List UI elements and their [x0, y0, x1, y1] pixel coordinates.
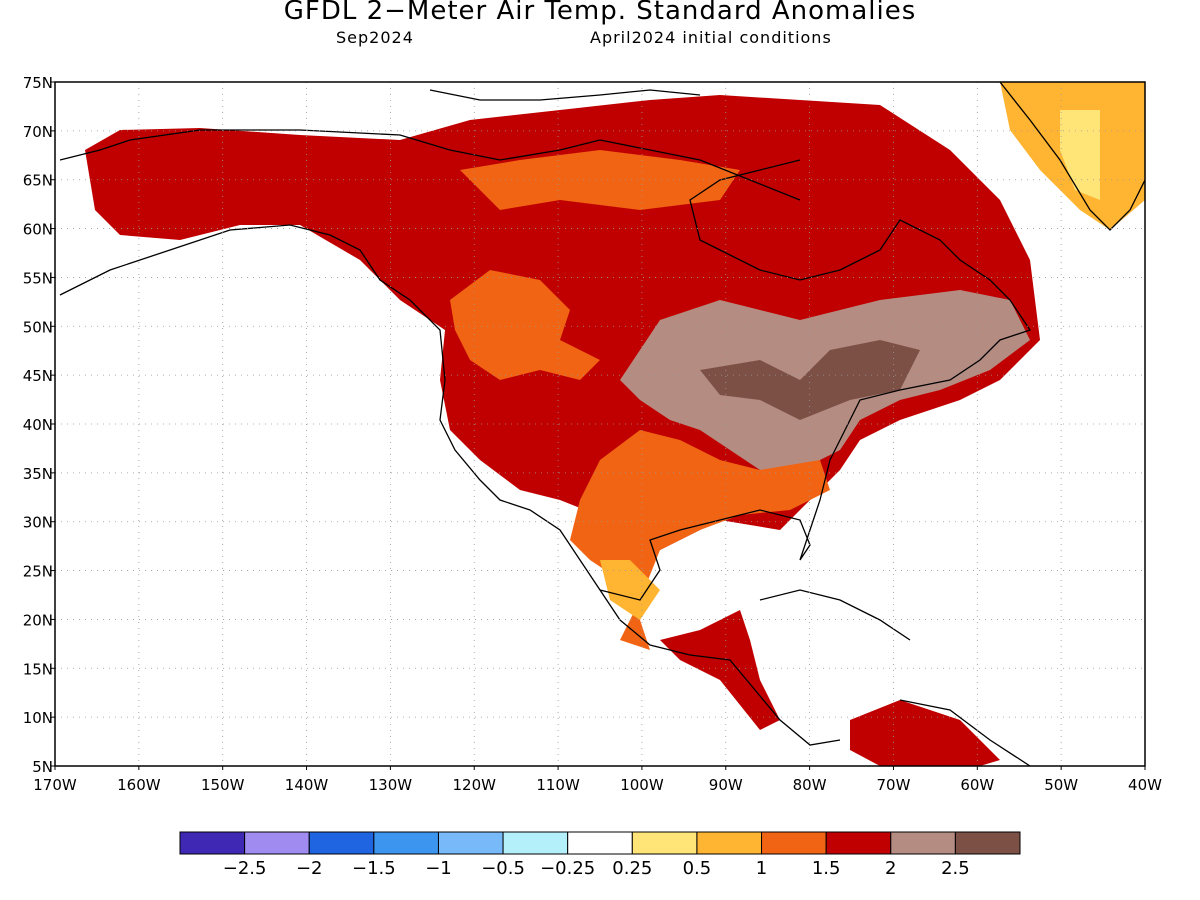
- lon-label: 60W: [960, 776, 994, 794]
- colorbar-swatch: [179, 831, 246, 855]
- colorbar-swatch: [890, 831, 956, 855]
- lat-label: 75N: [23, 74, 53, 92]
- lat-label: 20N: [23, 611, 53, 629]
- lon-label: 70W: [877, 776, 911, 794]
- colorbar-label: 2.5: [941, 858, 970, 879]
- lat-label: 60N: [23, 221, 53, 239]
- anomaly-region-yellow-mexico: [600, 560, 660, 620]
- anomaly-region-orange-west: [450, 270, 600, 380]
- lat-label: 10N: [23, 709, 53, 727]
- colorbar-swatch: [373, 831, 439, 855]
- anomaly-region-southamerica: [850, 700, 1000, 766]
- longitude-labels: 170W 160W 150W 140W 130W 120W 110W 100W 90W 80W 70…: [33, 776, 1162, 794]
- colorbar-swatch: [502, 831, 569, 855]
- forecast-month: Sep2024: [336, 28, 414, 47]
- colorbar: [179, 831, 1021, 855]
- lon-label: 120W: [452, 776, 496, 794]
- map-title: GFDL 2−Meter Air Temp. Standard Anomalie…: [283, 0, 917, 26]
- colorbar-label: −2.5: [223, 858, 267, 879]
- latitude-labels: 75N 70N 65N 60N 55N 50N 45N 40N 35N 30N 25N 20N 15N 1…: [23, 74, 53, 776]
- colorbar-label: 0.25: [612, 858, 652, 879]
- colorbar-labels: −2.5 −2 −1.5 −1 −0.5 −0.25 0.25 0.5 1 1.5 2 2.5: [223, 858, 970, 879]
- colorbar-label: −1: [425, 858, 452, 879]
- colorbar-label: 1.5: [812, 858, 841, 879]
- initial-conditions: April2024 initial conditions: [590, 28, 832, 47]
- lat-label: 65N: [23, 172, 53, 190]
- colorbar-swatch: [631, 831, 698, 855]
- colorbar-swatch: [244, 831, 310, 855]
- lon-label: 80W: [793, 776, 827, 794]
- colorbar-swatch: [696, 831, 763, 855]
- colorbar-label: 0.5: [683, 858, 712, 879]
- anomaly-region-darkbrown: [700, 340, 920, 420]
- anomaly-region-greenland-light: [1060, 110, 1100, 200]
- lon-label: 110W: [536, 776, 580, 794]
- lat-label: 30N: [23, 514, 53, 532]
- lat-label: 40N: [23, 416, 53, 434]
- lon-label: 140W: [285, 776, 329, 794]
- colorbar-swatch: [761, 831, 827, 855]
- colorbar-swatch: [308, 831, 375, 855]
- colorbar-label: −1.5: [352, 858, 396, 879]
- colorbar-swatch: [825, 831, 892, 855]
- colorbar-label: −0.5: [481, 858, 525, 879]
- colorbar-label: 2: [885, 858, 896, 879]
- colorbar-label: −0.25: [540, 858, 595, 879]
- colorbar-label: −2: [296, 858, 323, 879]
- lat-label: 25N: [23, 563, 53, 581]
- lat-label: 55N: [23, 269, 53, 287]
- lat-label: 45N: [23, 367, 53, 385]
- colorbar-label: 1: [756, 858, 767, 879]
- anomaly-region-centralamerica: [660, 610, 780, 730]
- lat-label: 70N: [23, 123, 53, 141]
- lat-label: 5N: [32, 758, 53, 776]
- lon-label: 40W: [1128, 776, 1162, 794]
- colorbar-swatch: [437, 831, 504, 855]
- lat-label: 50N: [23, 318, 53, 336]
- colorbar-swatch: [567, 831, 633, 855]
- lon-label: 160W: [117, 776, 161, 794]
- lon-label: 130W: [369, 776, 413, 794]
- lon-label: 90W: [709, 776, 743, 794]
- lon-label: 50W: [1044, 776, 1078, 794]
- gridlines: [55, 82, 1145, 766]
- lat-label: 35N: [23, 465, 53, 483]
- lon-label: 170W: [33, 776, 77, 794]
- lat-label: 15N: [23, 660, 53, 678]
- lon-label: 150W: [201, 776, 245, 794]
- anomaly-region-orange-north: [460, 150, 740, 210]
- colorbar-swatch: [954, 831, 1021, 855]
- coastlines: [59, 82, 1145, 766]
- lon-label: 100W: [620, 776, 664, 794]
